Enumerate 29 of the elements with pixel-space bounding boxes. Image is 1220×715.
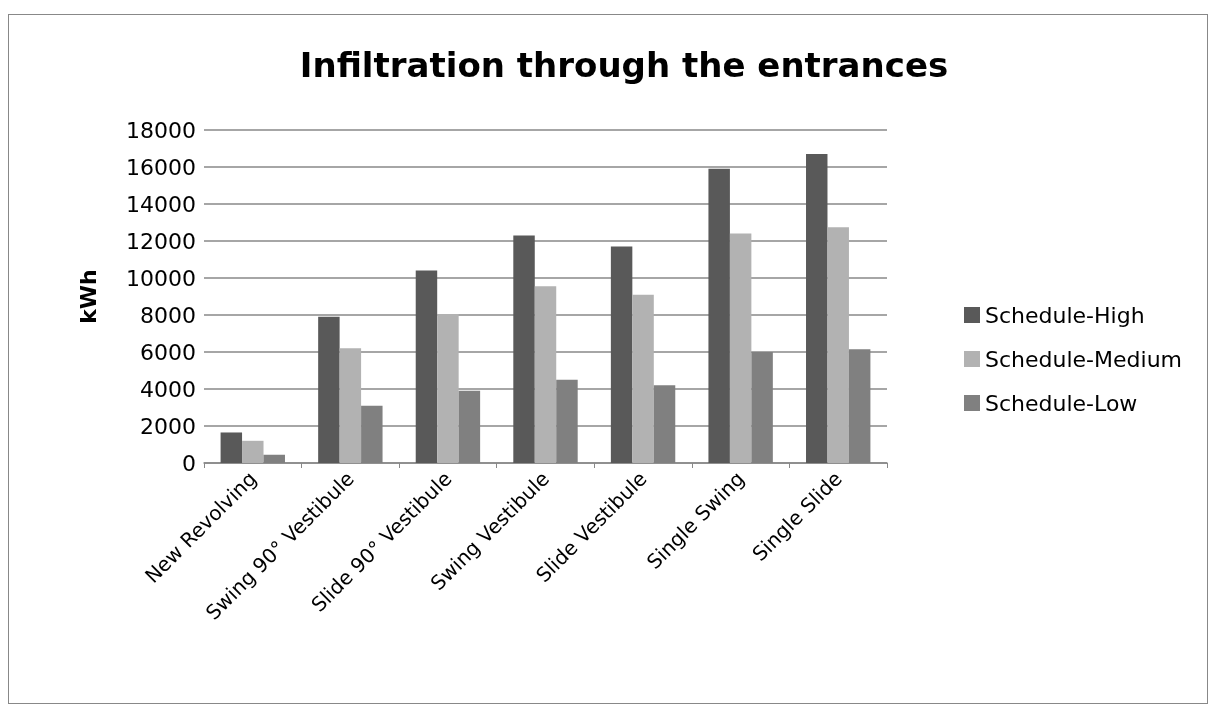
bar — [610, 246, 633, 463]
bar — [415, 270, 438, 463]
legend-label: Schedule-High — [985, 302, 1145, 328]
y-tick-label: 4000 — [140, 376, 196, 402]
y-tick-label: 8000 — [140, 302, 196, 328]
bar — [632, 294, 654, 463]
y-tick-label: 0 — [182, 450, 196, 476]
bar — [827, 227, 849, 463]
y-tick-label: 12000 — [126, 228, 196, 254]
bar — [729, 233, 752, 463]
bar — [534, 286, 557, 463]
bar — [513, 235, 535, 463]
bar — [220, 432, 243, 463]
bar — [806, 154, 828, 463]
bar — [318, 316, 340, 463]
y-tick-label: 18000 — [126, 117, 196, 143]
y-tick-label: 14000 — [126, 191, 196, 217]
legend-label: Schedule-Medium — [985, 346, 1183, 372]
y-axis-title: kWh — [75, 269, 101, 324]
y-tick-label: 16000 — [126, 154, 196, 180]
bar — [708, 168, 730, 463]
bar — [242, 440, 264, 463]
bar — [437, 314, 459, 463]
chart-title: Infiltration through the entrances — [299, 45, 949, 85]
y-tick-label: 6000 — [140, 339, 196, 365]
y-tick-label: 10000 — [126, 265, 196, 291]
y-tick-label: 2000 — [140, 413, 196, 439]
bar — [339, 348, 362, 463]
legend-label: Schedule-Low — [985, 390, 1138, 416]
